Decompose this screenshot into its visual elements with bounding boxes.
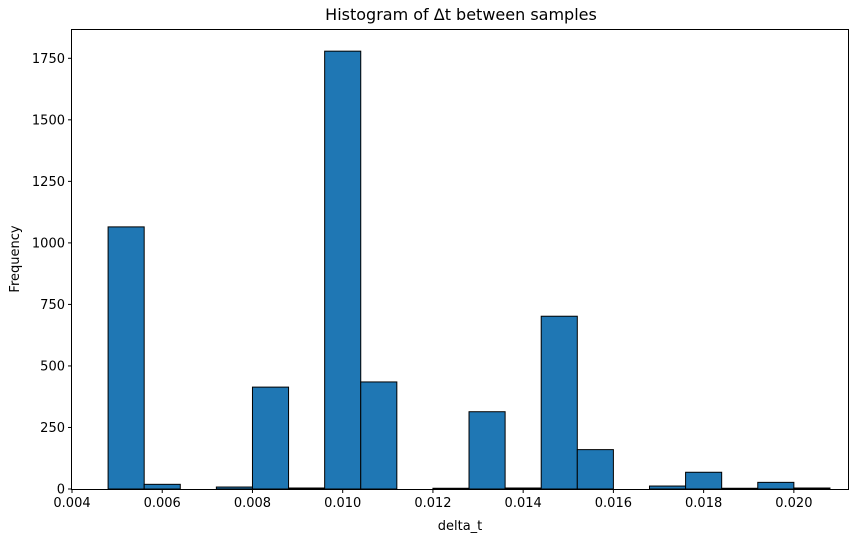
histogram-bar-5	[288, 487, 326, 490]
y-tick-label-1: 250	[40, 421, 65, 436]
histogram-bar-3	[215, 486, 253, 490]
histogram-bar-1	[143, 483, 181, 490]
histogram-bar-16	[685, 471, 723, 490]
x-tick-label-7: 0.018	[685, 496, 722, 511]
histogram-bar-18	[757, 481, 795, 490]
x-tick-label-0: 0.004	[53, 496, 90, 511]
histogram-bar-17	[721, 487, 759, 490]
chart-title: Histogram of Δt between samples	[325, 5, 597, 24]
x-axis-label: delta_t	[438, 519, 483, 534]
y-tick-label-6: 1500	[32, 113, 65, 128]
histogram-bar-15	[648, 485, 687, 490]
x-tick-label-2: 0.008	[234, 496, 271, 511]
y-tick-label-7: 1750	[32, 52, 65, 67]
histogram-bar-6	[324, 50, 362, 490]
x-tick-label-5: 0.014	[505, 496, 542, 511]
x-tick-label-3: 0.010	[324, 496, 361, 511]
histogram-bar-4	[251, 386, 290, 490]
y-tick-label-0: 0	[57, 483, 65, 498]
histogram-bar-12	[540, 315, 578, 490]
histogram-bar-7	[360, 381, 398, 490]
y-axis-ticks: 0 250 500 750 1000 1250 1500 1750	[32, 52, 72, 498]
histogram-bar-10	[468, 411, 506, 490]
x-axis-ticks: 0.004 0.006 0.008 0.010 0.012 0.014 0.016 0.018…	[53, 489, 812, 511]
y-tick-label-3: 750	[40, 298, 65, 313]
bars-layer	[107, 50, 831, 490]
histogram-bar-11	[504, 487, 542, 490]
x-tick-label-4: 0.012	[414, 496, 451, 511]
histogram-bar-9	[432, 487, 470, 490]
histogram-bar-0	[107, 226, 145, 490]
y-tick-label-4: 1000	[32, 236, 65, 251]
y-axis-label: Frequency	[8, 225, 23, 292]
y-tick-label-2: 500	[40, 359, 65, 374]
histogram-bar-13	[576, 449, 614, 490]
x-tick-label-6: 0.016	[595, 496, 632, 511]
histogram-bar-19	[793, 487, 831, 490]
x-tick-label-8: 0.020	[775, 496, 812, 511]
x-tick-label-1: 0.006	[144, 496, 181, 511]
y-tick-label-5: 1250	[32, 175, 65, 190]
plot-frame	[71, 29, 849, 490]
